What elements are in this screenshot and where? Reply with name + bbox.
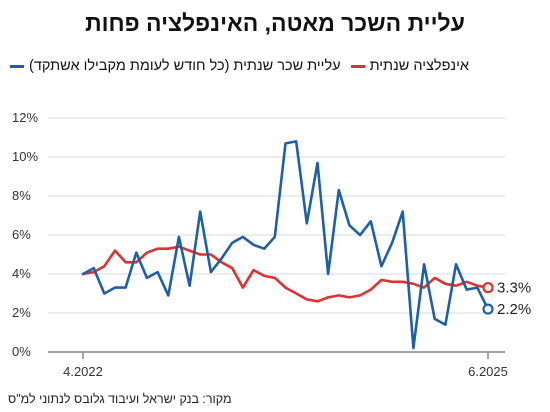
y-tick-label: 6%: [12, 227, 31, 242]
chart-title: עליית השכר מאטה, האינפלציה פחות: [85, 10, 465, 36]
legend-label-inflation: אינפלציה שנתית: [369, 58, 469, 74]
series-line-wages: [81, 140, 490, 350]
y-tick-label: 10%: [12, 149, 38, 164]
grid-lines: [48, 117, 505, 314]
end-markers: 3.3% 2.2%: [482, 280, 531, 318]
legend-item-wages: עליית שכר שנתית (כל חודש לעומת מקבילו אש…: [10, 58, 341, 74]
end-marker-wages: [482, 303, 494, 315]
y-tick-label: 12%: [12, 110, 38, 125]
series-lines: [81, 140, 490, 350]
legend-item-inflation: אינפלציה שנתית: [350, 58, 469, 74]
chart-legend: עליית שכר שנתית (כל חודש לעומת מקבילו אש…: [10, 58, 540, 74]
legend-swatch-wages: [10, 64, 24, 68]
y-axis-ticks: 0% 2% 4% 6% 8% 10% 12%: [12, 110, 38, 359]
legend-swatch-inflation: [350, 64, 365, 68]
y-tick-label: 2%: [12, 305, 31, 320]
source-note: מקור: בנק ישראל ועיבוד גלובס לנתוני למ"ס: [8, 392, 232, 406]
y-tick-label: 8%: [12, 188, 31, 203]
end-marker-inflation: [482, 282, 494, 294]
legend-label-wages: עליית שכר שנתית (כל חודש לעומת מקבילו אש…: [29, 58, 341, 74]
x-tick-label: 4.2022: [63, 364, 103, 379]
end-label-inflation: 3.3%: [497, 280, 531, 297]
y-tick-label: 4%: [12, 266, 31, 281]
y-tick-label: 0%: [12, 344, 31, 359]
x-axis: 4.2022 6.2025: [48, 351, 508, 379]
end-label-wages: 2.2%: [497, 301, 531, 318]
x-tick-label: 6.2025: [468, 364, 508, 379]
